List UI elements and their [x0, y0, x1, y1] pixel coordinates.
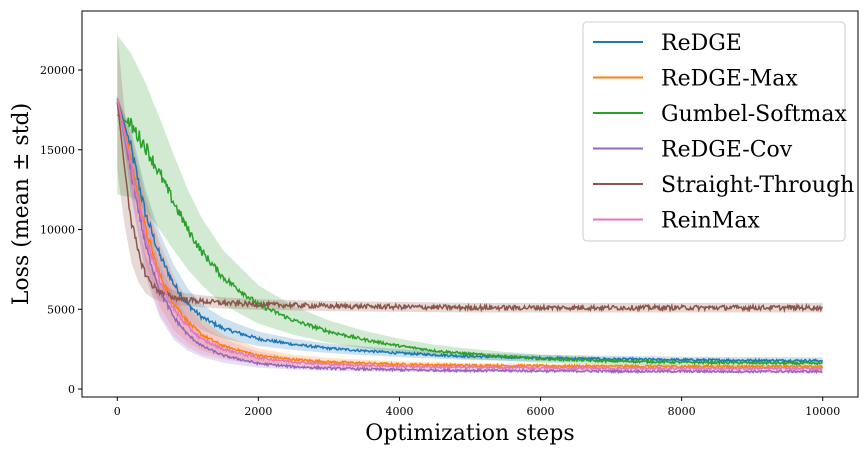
series-line-redge-max [116, 98, 824, 370]
mean-lines [116, 98, 824, 375]
std-bands [117, 33, 823, 374]
plot-frame [81, 10, 859, 398]
series-line-redge [116, 98, 824, 364]
y-tick-label: 15000 [40, 144, 75, 157]
series-line-straight-through [116, 101, 823, 314]
x-axis-ticks: 0 2000 4000 6000 8000 10000 [114, 397, 840, 418]
y-tick-label: 20000 [40, 64, 75, 77]
legend-label-redge-max: ReDGE-Max [661, 67, 798, 92]
y-tick-label: 10000 [40, 224, 75, 237]
std-band-redge-max [117, 95, 823, 369]
legend-label-redge: ReDGE [661, 31, 742, 56]
x-tick-label: 8000 [668, 405, 696, 418]
y-tick-label: 0 [68, 383, 75, 396]
series-line-redge-cov [116, 98, 823, 375]
x-tick-label: 2000 [244, 405, 272, 418]
legend-label-redge-cov: ReDGE-Cov [661, 138, 793, 163]
series-line-reinmax [116, 98, 823, 372]
legend: ReDGE ReDGE-Max Gumbel-Softmax ReDGE-Cov Str… [582, 21, 854, 242]
x-tick-label: 0 [114, 405, 121, 418]
legend-box [582, 21, 846, 242]
series-line-gumbel-softmax [116, 114, 823, 367]
x-tick-label: 4000 [385, 405, 413, 418]
x-axis-label: Optimization steps [365, 421, 574, 446]
y-axis-label: Loss (mean ± std) [9, 103, 34, 305]
x-tick-label: 10000 [805, 405, 840, 418]
y-tick-label: 5000 [47, 303, 75, 316]
std-band-redge-cov [117, 95, 823, 374]
legend-label-reinmax: ReinMax [661, 209, 760, 234]
legend-label-straight-through: Straight-Through [661, 173, 854, 198]
legend-label-gumbel-softmax: Gumbel-Softmax [661, 102, 847, 127]
std-band-reinmax [117, 95, 823, 371]
y-axis-ticks: 0 5000 10000 15000 20000 [40, 64, 82, 396]
x-tick-label: 6000 [527, 405, 555, 418]
